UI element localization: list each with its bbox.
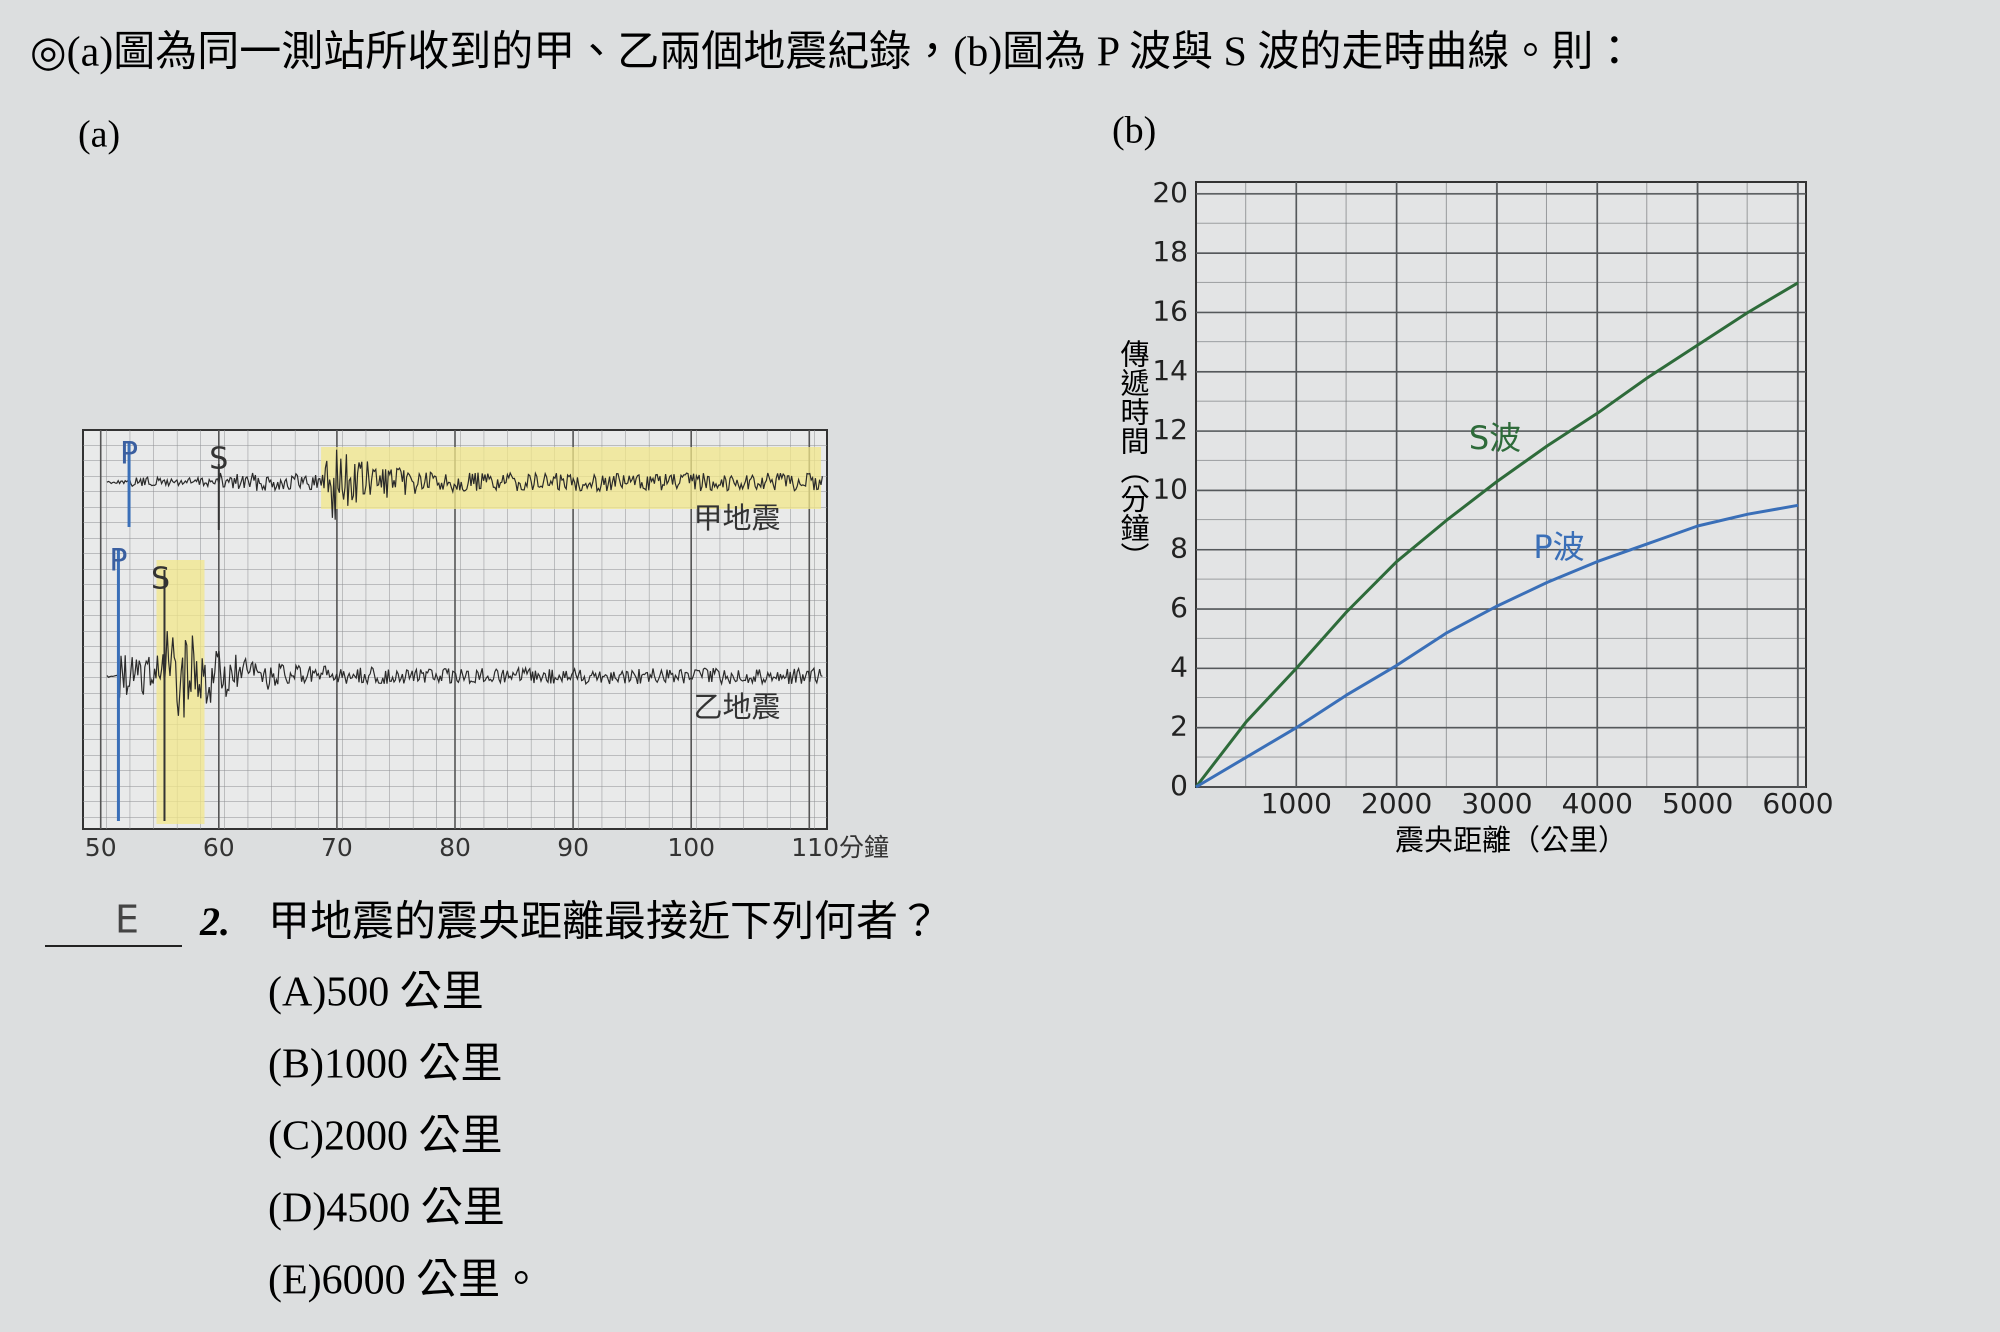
- x-tick-label: 1000: [1261, 787, 1332, 820]
- y-tick-label: 6: [1170, 591, 1188, 624]
- travel-time-chart: 0 2 4 6 8 10 12 14 16 18 20 1000 2000 3000 4000 5000 600…: [1152, 176, 1833, 820]
- y-tick-label: 10: [1152, 472, 1188, 505]
- waveform: [106, 630, 823, 718]
- line-series: [1194, 281, 1799, 788]
- line-series: [1195, 503, 1799, 789]
- x-tick-label: 90: [557, 833, 589, 862]
- handwritten-answer: E: [115, 898, 139, 942]
- plot-grid-minor: [1196, 182, 1806, 787]
- y-axis-label: 傳遞時間（分鐘）: [1116, 339, 1150, 571]
- y-tick-label: 16: [1152, 294, 1188, 327]
- x-tick-label: 60: [203, 833, 235, 862]
- y-tick-label: 2: [1170, 710, 1188, 743]
- option: (C)2000 公里: [268, 1114, 503, 1160]
- x-tick-label: 4000: [1562, 787, 1633, 820]
- p-label: P: [120, 437, 138, 472]
- options: (A)500 公里 (B)1000 公里 (C)2000 公里 (D)4500 公里 (…: [268, 970, 542, 1304]
- figure-label: (b): [1112, 110, 1156, 152]
- question-number: 2.: [199, 899, 230, 944]
- option: (E)6000 公里。: [268, 1258, 542, 1304]
- figure-label: (a): [78, 114, 120, 156]
- series-label: S波: [1469, 419, 1521, 457]
- y-tick-label: 8: [1170, 532, 1188, 565]
- s-label: S: [151, 562, 170, 597]
- x-tick-label: 100: [667, 833, 715, 862]
- y-tick-label: 14: [1152, 354, 1188, 387]
- y-tick-label: 20: [1152, 176, 1188, 209]
- x-tick-label: 50: [85, 833, 117, 862]
- x-axis-label: 震央距離（公里）: [1395, 823, 1627, 857]
- x-tick-label: 70: [321, 833, 353, 862]
- x-tick-label: 3000: [1461, 787, 1532, 820]
- s-label: S: [209, 442, 228, 477]
- option: (D)4500 公里: [268, 1186, 505, 1232]
- y-tick-label: 18: [1152, 235, 1188, 268]
- waveform: [106, 449, 823, 520]
- question-text: 甲地震的震央距離最接近下列何者？: [268, 900, 940, 946]
- y-tick-label: 12: [1152, 413, 1188, 446]
- y-tick-label: 0: [1170, 769, 1188, 802]
- trace-name: 乙地震: [693, 690, 780, 724]
- series-label: P波: [1533, 528, 1584, 566]
- option: (A)500 公里: [268, 970, 484, 1016]
- option: (B)1000 公里: [268, 1042, 503, 1088]
- x-tick-label: 6000: [1762, 787, 1833, 820]
- header-text: ◎(a)圖為同一測站所收到的甲、乙兩個地震紀錄，(b)圖為 P 波與 S 波的走…: [30, 30, 1635, 76]
- x-tick-label: 2000: [1361, 787, 1432, 820]
- y-tick-label: 4: [1170, 650, 1188, 683]
- x-tick-label: 110分鐘: [791, 833, 889, 862]
- x-tick-label: 5000: [1662, 787, 1733, 820]
- p-label: P: [109, 544, 127, 579]
- x-tick-label: 80: [439, 833, 471, 862]
- trace-name: 甲地震: [693, 501, 780, 535]
